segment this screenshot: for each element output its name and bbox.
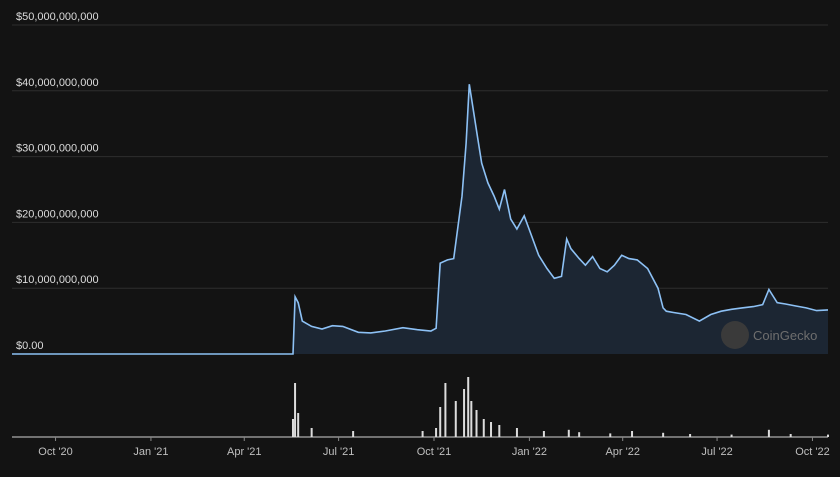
x-tick-label: Jul '22 (701, 446, 732, 458)
volume-bar (421, 431, 424, 437)
y-tick-label: $30,000,000,000 (16, 143, 99, 155)
volume-bars (291, 377, 829, 437)
y-tick-label: $0.00 (16, 340, 44, 352)
volume-bar (767, 429, 770, 437)
volume-bar (439, 407, 442, 437)
x-tick-label: Apr '21 (227, 446, 262, 458)
x-tick-label: Oct '22 (795, 446, 830, 458)
volume-bar (482, 419, 485, 437)
volume-bar (662, 432, 665, 437)
volume-bar (827, 434, 829, 437)
y-tick-label: $50,000,000,000 (16, 11, 99, 23)
volume-bar (490, 422, 493, 437)
volume-bar (467, 377, 470, 437)
volume-bar (475, 410, 478, 437)
volume-bar (498, 425, 501, 437)
x-axis-labels: Oct '20 Jan '21 Apr '21 Jul '21 Oct '21 Jan '… (38, 437, 830, 458)
y-tick-label: $20,000,000,000 (16, 208, 99, 220)
volume-bar (689, 434, 692, 437)
x-tick-label: Jan '21 (133, 446, 168, 458)
volume-bar (542, 431, 545, 437)
volume-bar (291, 419, 294, 437)
volume-bar (567, 429, 570, 437)
volume-bar (631, 431, 634, 437)
x-tick-label: Oct '21 (417, 446, 452, 458)
x-tick-label: Jul '21 (323, 446, 354, 458)
x-tick-label: Apr '22 (605, 446, 640, 458)
volume-bar (352, 431, 355, 437)
x-tick-label: Jan '22 (512, 446, 547, 458)
watermark-text: CoinGecko (753, 328, 817, 343)
volume-bar (463, 389, 466, 437)
volume-bar (609, 433, 612, 437)
volume-bar (435, 428, 438, 437)
y-axis-labels: $0.00 $10,000,000,000 $20,000,000,000 $30,0… (16, 11, 99, 352)
volume-bar (297, 413, 300, 437)
y-tick-label: $10,000,000,000 (16, 274, 99, 286)
market-cap-line[interactable] (12, 84, 829, 355)
grid-lines (12, 24, 828, 289)
x-tick-label: Oct '20 (38, 446, 73, 458)
coingecko-watermark: CoinGecko (721, 321, 817, 349)
volume-bar (578, 432, 581, 437)
volume-bar (444, 383, 447, 437)
volume-bar (515, 428, 518, 437)
coingecko-logo-icon (721, 321, 749, 349)
y-tick-label: $40,000,000,000 (16, 77, 99, 89)
volume-bar (454, 401, 457, 437)
market-cap-area (12, 84, 828, 354)
volume-bar (730, 434, 733, 437)
volume-bar (789, 434, 792, 437)
volume-bar (470, 401, 473, 437)
volume-bar (310, 428, 313, 437)
volume-bar (294, 383, 297, 437)
